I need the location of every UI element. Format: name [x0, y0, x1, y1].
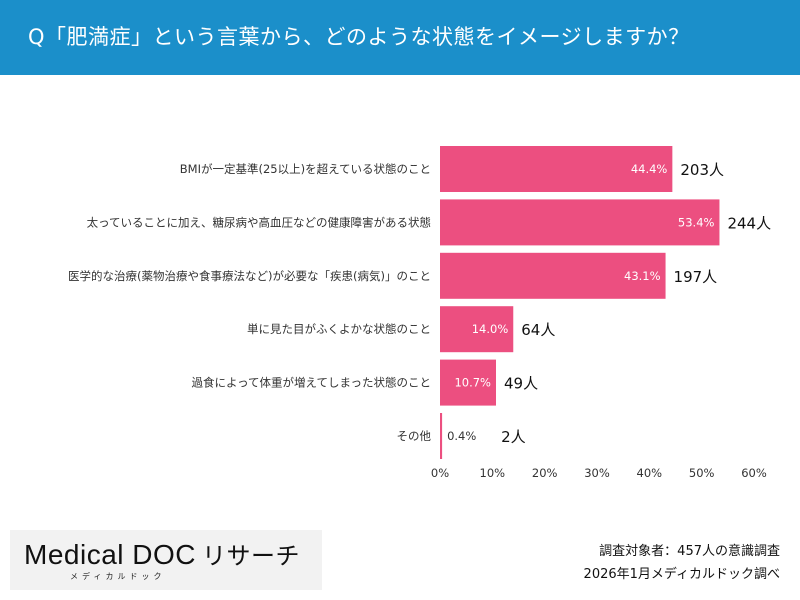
x-tick-label: 50% — [689, 466, 715, 480]
count-label: 203人 — [680, 161, 724, 179]
logo-sub: メディカルドック — [70, 572, 166, 581]
count-label: 49人 — [504, 375, 538, 393]
category-label: その他 — [397, 429, 432, 443]
category-label: 過食によって体重が増えてしまった状態のこと — [191, 376, 431, 390]
bar — [440, 306, 514, 353]
bar — [440, 146, 673, 192]
data-label: 0.4% — [447, 429, 476, 443]
x-tick-label: 10% — [480, 466, 506, 480]
logo-main: Medical DOC — [24, 539, 196, 570]
count-label: 244人 — [727, 214, 771, 232]
bar — [440, 413, 443, 459]
bar — [440, 252, 666, 299]
data-label: 10.7% — [454, 376, 491, 390]
count-label: 197人 — [674, 268, 718, 286]
x-tick-label: 40% — [637, 466, 663, 480]
data-label: 44.4% — [631, 162, 668, 176]
chart-title: Q「肥満症」という言葉から、どのような状態をイメージしますか？ — [0, 0, 800, 75]
bar — [440, 199, 720, 246]
count-label: 64人 — [521, 321, 555, 339]
x-tick-label: 30% — [584, 466, 610, 480]
bar — [440, 359, 496, 406]
x-tick-label: 0% — [431, 466, 449, 480]
data-label: 14.0% — [472, 322, 509, 336]
data-label: 53.4% — [678, 215, 715, 229]
category-label: BMIが一定基準(25以上)を超えている状態のこと — [180, 162, 431, 176]
survey-source: 2026年1月メディカルドック調べ — [583, 567, 780, 582]
category-label: 医学的な治療(薬物治療や食事療法など)が必要な「疾患(病気)」のこと — [68, 269, 431, 283]
medical-doc-logo: Medical DOC リサーチ メディカルドック — [10, 530, 322, 590]
category-label: 太っていることに加え、糖尿病や高血圧などの健康障害がある状態 — [87, 215, 431, 229]
data-label: 43.1% — [624, 269, 661, 283]
x-tick-label: 60% — [741, 466, 767, 480]
logo-suffix: リサーチ — [201, 543, 300, 570]
survey-subjects: 調査対象者：457人の意識調査 — [599, 544, 780, 559]
x-tick-label: 20% — [532, 466, 558, 480]
category-label: 単に見た目がふくよかな状態のこと — [247, 322, 431, 336]
count-label: 2人 — [501, 428, 526, 446]
survey-note: 調査対象者：457人の意識調査 2026年1月メディカルドック調べ — [584, 540, 780, 586]
